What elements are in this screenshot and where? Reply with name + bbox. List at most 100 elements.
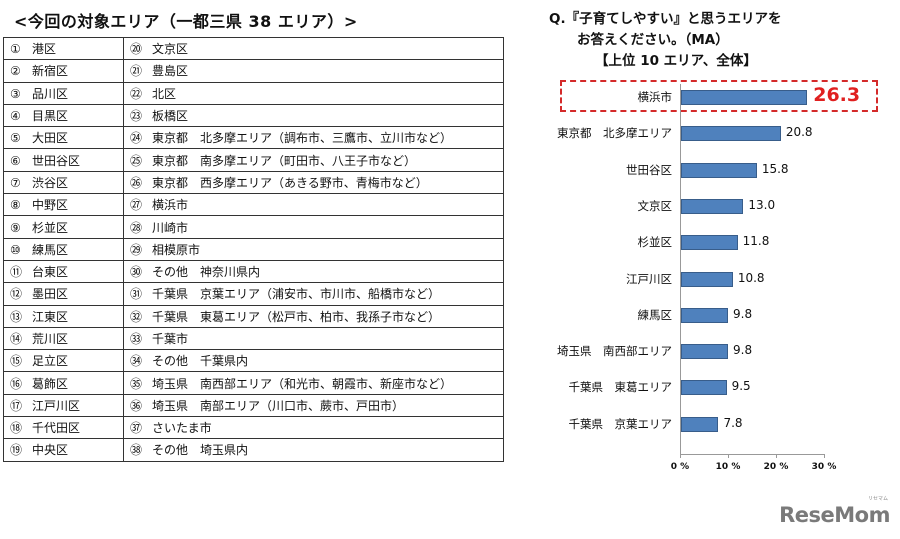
area-name: 荒川区 <box>32 332 69 346</box>
area-number: ㉛ <box>130 287 143 302</box>
category-label: 練馬区 <box>637 307 673 322</box>
chart-row: 千葉県 東葛エリア 9.5 <box>530 377 890 397</box>
data-bar <box>681 198 744 214</box>
data-bar <box>681 235 738 251</box>
area-cell: ① 港区 <box>3 36 124 61</box>
area-number: ③ <box>10 86 21 101</box>
area-number: ㉚ <box>130 265 143 280</box>
category-label: 千葉県 京葉エリア <box>568 416 673 431</box>
data-bar <box>681 380 727 396</box>
area-number: ⑧ <box>10 198 21 213</box>
area-name: その他 神奈川県内 <box>152 265 261 280</box>
area-number: ㉟ <box>130 376 143 391</box>
area-cell: ⑩ 練馬区 <box>3 237 124 261</box>
chart-row: 千葉県 京葉エリア 7.8 <box>530 414 890 434</box>
value-label: 9.8 <box>733 306 753 321</box>
area-name: 葛飾区 <box>32 376 69 391</box>
area-number: ④ <box>10 109 21 124</box>
logo-subtext: リセマム <box>867 496 888 502</box>
area-number: ㉙ <box>130 242 143 257</box>
area-cell: ③ 品川区 <box>3 81 124 105</box>
area-number: ㉒ <box>130 86 143 101</box>
x-tick-label: 0 % <box>670 462 690 472</box>
value-label: 11.8 <box>742 234 770 249</box>
chart-row: 文京区 13.0 <box>530 196 890 216</box>
area-name: 横浜市 <box>152 198 189 213</box>
area-name: 中野区 <box>32 198 69 213</box>
area-name: 板橋区 <box>152 109 189 124</box>
value-label: 9.8 <box>733 343 753 358</box>
area-cell: ⑪ 台東区 <box>3 259 124 284</box>
area-cell: ⑬ 江東区 <box>3 304 124 328</box>
area-number: ⑪ <box>10 265 23 280</box>
area-number: ⑰ <box>10 398 23 413</box>
area-name: 千葉県 東葛エリア（松戸市、柏市、我孫子市など） <box>152 309 441 324</box>
area-cell: ④ 目黒区 <box>3 103 124 128</box>
area-number: ㊲ <box>130 421 143 436</box>
area-number: ⑱ <box>10 421 23 436</box>
value-label: 15.8 <box>761 161 789 176</box>
chart-row: 東京都 北多摩エリア 20.8 <box>530 123 890 143</box>
area-number: ㉘ <box>130 220 143 235</box>
area-number: ⑬ <box>10 309 23 324</box>
area-number: ⑤ <box>10 131 21 146</box>
area-name: 練馬区 <box>32 242 69 257</box>
area-number: ㉑ <box>130 64 143 79</box>
area-name: 江戸川区 <box>32 398 81 413</box>
area-name: 杉並区 <box>32 220 69 235</box>
area-cell: ⑨ 杉並区 <box>3 215 124 239</box>
area-name: 東京都 北多摩エリア（調布市、三鷹市、立川市など） <box>152 131 453 146</box>
area-cell: ⑮ 足立区 <box>3 349 124 373</box>
area-name: 川崎市 <box>152 220 189 235</box>
category-label: 東京都 北多摩エリア <box>557 126 672 141</box>
data-bar <box>681 416 719 432</box>
chart-row: 世田谷区 15.8 <box>530 160 890 180</box>
area-cell: ⑯ 葛飾区 <box>3 371 124 395</box>
value-label: 20.8 <box>785 125 813 140</box>
resemom-logo: ReseMom <box>779 503 890 527</box>
area-name: 港区 <box>32 42 57 57</box>
area-number: ㉜ <box>130 309 143 324</box>
area-number: ㉕ <box>130 153 143 168</box>
area-name: 埼玉県 南部エリア（川口市、蕨市、戸田市） <box>152 398 405 413</box>
area-number: ② <box>10 64 21 79</box>
area-number: ㉗ <box>130 198 143 213</box>
area-name: 千葉市 <box>152 332 189 346</box>
data-bar <box>681 90 808 105</box>
area-name: その他 埼玉県内 <box>152 443 249 458</box>
bar-chart: 横浜市 26.3 東京都 北多摩エリア 20.8 世田谷区 15.8 文京区 13.0 杉並区 1… <box>530 80 890 472</box>
category-label: 文京区 <box>637 198 673 213</box>
value-label: 7.8 <box>723 415 743 430</box>
area-cell: ⑭ 荒川区 <box>3 326 124 351</box>
area-number: ⑲ <box>10 443 23 458</box>
question-title: Q.『子育てしやすい』と思うエリアを お答えください。（MA） 【上位 10 エ… <box>549 9 781 72</box>
area-number: ㊳ <box>130 443 143 458</box>
area-number: ㉓ <box>130 109 143 124</box>
highlight-box <box>560 80 878 112</box>
chart-row: 埼玉県 南西部エリア 9.8 <box>530 341 890 361</box>
area-name: 台東区 <box>32 265 69 280</box>
area-cell: ⑱ 千代田区 <box>3 416 124 440</box>
area-number: ㉔ <box>130 131 143 146</box>
